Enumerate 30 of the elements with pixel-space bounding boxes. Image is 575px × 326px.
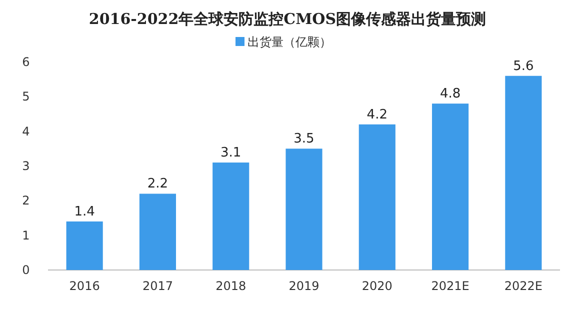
y-tick-label: 3 — [22, 159, 30, 173]
chart-title: 2016-2022年全球安防监控CMOS图像传感器出货量预测 — [88, 10, 486, 28]
x-tick-label: 2016 — [69, 279, 100, 293]
x-tick-label: 2021E — [431, 279, 470, 293]
x-tick-label: 2017 — [142, 279, 173, 293]
data-label: 3.1 — [220, 146, 242, 161]
y-tick-label: 0 — [22, 263, 30, 277]
y-tick-label: 5 — [22, 90, 30, 104]
y-tick-label: 4 — [22, 124, 30, 138]
y-tick-label: 2 — [22, 194, 30, 208]
x-tick-label: 2020 — [362, 279, 392, 293]
y-tick-label: 1 — [22, 228, 30, 242]
data-label: 3.5 — [294, 132, 314, 147]
y-tick-label: 6 — [22, 55, 30, 69]
bar — [358, 124, 396, 270]
bar — [505, 76, 542, 270]
data-label: 4.8 — [440, 86, 461, 102]
bar — [212, 162, 250, 270]
data-label: 2.2 — [147, 176, 168, 192]
x-tick-label: 2019 — [288, 279, 320, 293]
data-label: 4.2 — [366, 107, 388, 122]
bar — [432, 104, 469, 270]
x-tick-label: 2022E — [504, 279, 542, 293]
bar — [286, 148, 322, 270]
data-label: 1.4 — [74, 204, 95, 220]
data-label: 5.6 — [513, 58, 534, 74]
legend-label: 出货量（亿颗） — [248, 35, 332, 49]
bar — [139, 194, 176, 270]
bar — [66, 221, 103, 270]
x-tick-label: 2018 — [216, 279, 246, 293]
